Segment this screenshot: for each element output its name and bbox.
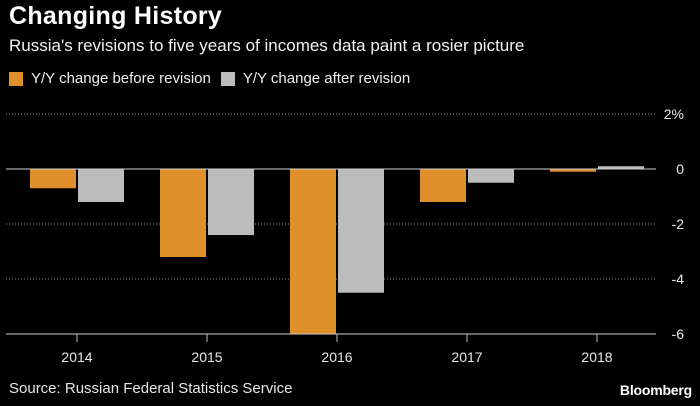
bar-after-2015 (208, 169, 254, 235)
chart-subtitle: Russia's revisions to five years of inco… (9, 36, 525, 55)
source-note: Source: Russian Federal Statistics Servi… (9, 380, 293, 397)
legend-swatch-before (9, 71, 23, 86)
bar-before-2018 (550, 169, 596, 172)
y-tick-label: -6 (672, 326, 685, 342)
bar-after-2018 (598, 166, 644, 169)
bar-after-2014 (78, 169, 124, 202)
bar-after-2017 (468, 169, 514, 183)
chart-title: Changing History (9, 2, 223, 30)
legend-item-after: Y/Y change after revision (220, 70, 411, 87)
bloomberg-logo: Bloomberg (619, 382, 692, 398)
x-tick-label: 2017 (451, 349, 482, 365)
y-tick-label: 0 (676, 161, 684, 177)
y-tick-label: -4 (672, 271, 685, 287)
x-tick-label: 2015 (191, 349, 222, 365)
y-tick-label: 2% (664, 106, 684, 122)
y-tick-label: -2 (672, 216, 685, 232)
x-tick-label: 2018 (581, 349, 612, 365)
legend-label-after: Y/Y change after revision (242, 70, 411, 87)
bar-before-2016 (290, 169, 336, 334)
legend-label-before: Y/Y change before revision (31, 70, 211, 87)
x-tick-label: 2016 (321, 349, 352, 365)
legend-item-before: Y/Y change before revision (9, 70, 211, 87)
legend-swatch-after (220, 71, 235, 86)
legend: Y/Y change before revision Y/Y change af… (9, 70, 420, 87)
x-tick-label: 2014 (61, 349, 92, 365)
bar-before-2015 (160, 169, 206, 257)
bar-after-2016 (338, 169, 384, 293)
bar-before-2014 (30, 169, 76, 189)
bar-before-2017 (420, 169, 466, 202)
